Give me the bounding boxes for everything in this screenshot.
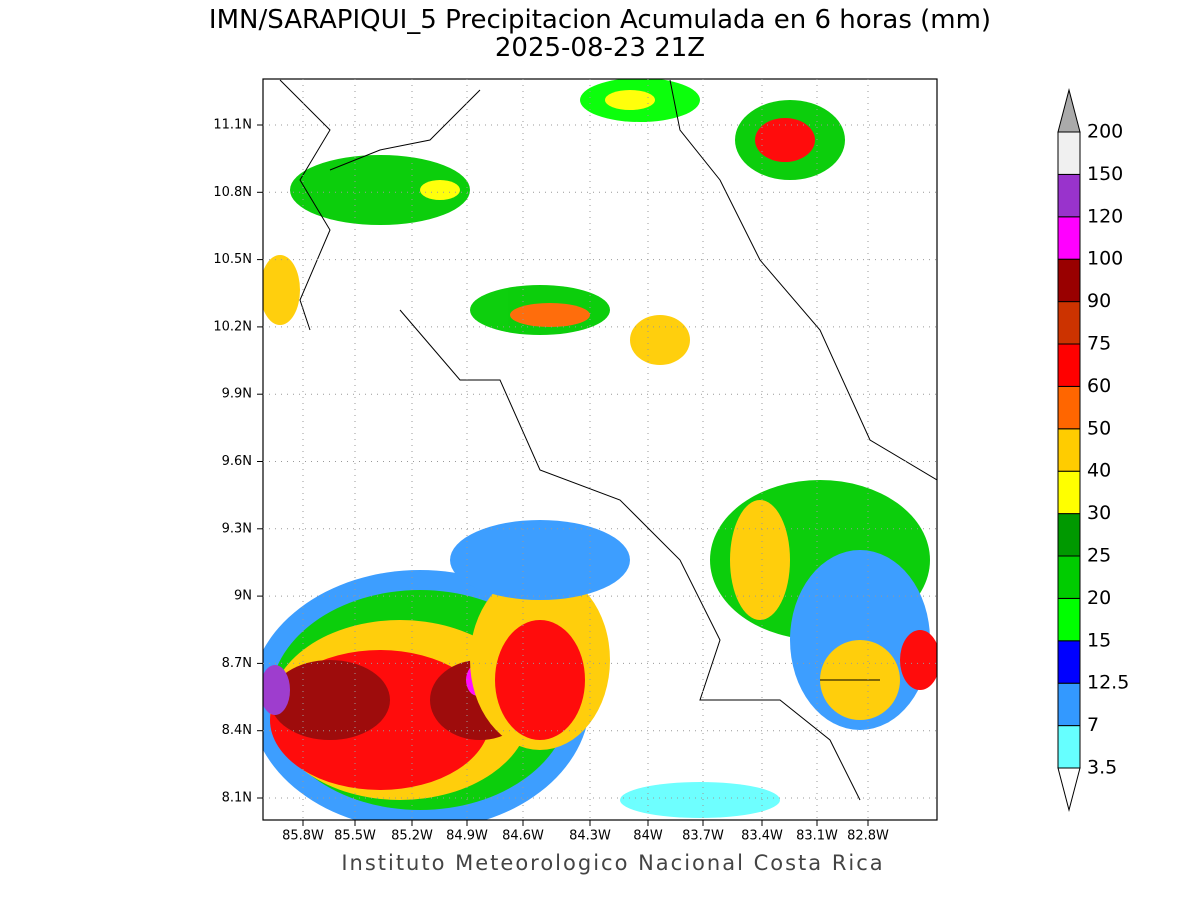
colorbar-box xyxy=(1057,555,1081,599)
colorbar-label: 75 xyxy=(1087,333,1111,355)
lon-label: 84.6W xyxy=(502,829,544,844)
colorbar-label: 60 xyxy=(1087,375,1111,397)
colorbar-label: 120 xyxy=(1087,205,1123,227)
lat-label: 9.3N xyxy=(222,521,252,536)
colorbar-label: 200 xyxy=(1087,121,1123,143)
colorbar-label: 3.5 xyxy=(1087,757,1117,779)
colorbar-box xyxy=(1057,216,1081,260)
colorbar-label: 12.5 xyxy=(1087,672,1129,694)
colorbar-label: 50 xyxy=(1087,417,1111,439)
colorbar-label: 15 xyxy=(1087,629,1111,651)
colorbar-label: 30 xyxy=(1087,502,1111,524)
colorbar-over xyxy=(1057,88,1081,133)
lat-label: 10.2N xyxy=(213,319,252,334)
colorbar-label: 100 xyxy=(1087,248,1123,270)
colorbar-box xyxy=(1057,597,1081,642)
lon-label: 85.8W xyxy=(282,829,324,844)
precip-field xyxy=(263,79,937,820)
lat-label: 9.9N xyxy=(222,387,252,402)
map-frame xyxy=(262,78,938,821)
lon-label: 84.9W xyxy=(446,829,488,844)
colorbar-label: 20 xyxy=(1087,587,1111,609)
colorbar-box xyxy=(1057,725,1081,769)
lon-label: 85.2W xyxy=(391,829,433,844)
colorbar-box xyxy=(1057,343,1081,387)
colorbar-box xyxy=(1057,301,1081,345)
lat-label: 8.7N xyxy=(222,656,252,671)
lon-label: 84.3W xyxy=(569,829,611,844)
lon-label: 85.5W xyxy=(334,829,376,844)
colorbar-box xyxy=(1057,470,1081,515)
lon-label: 82.8W xyxy=(847,829,889,844)
lat-label: 11.1N xyxy=(213,118,252,133)
colorbar-box xyxy=(1057,173,1081,218)
lon-label: 83.4W xyxy=(741,829,783,844)
colorbar-box xyxy=(1057,640,1081,684)
colorbar-under xyxy=(1057,767,1081,812)
footer: Instituto Meteorologico Nacional Costa R… xyxy=(341,851,884,875)
colorbar-box xyxy=(1057,258,1081,303)
colorbar-label: 90 xyxy=(1087,290,1111,312)
lat-label: 9N xyxy=(234,589,252,604)
lon-label: 84W xyxy=(633,829,663,844)
title: IMN/SARAPIQUI_5 Precipitacion Acumulada … xyxy=(209,5,991,35)
colorbar-label: 25 xyxy=(1087,545,1111,567)
lat-label: 8.1N xyxy=(222,791,252,806)
colorbar-box xyxy=(1057,682,1081,727)
subtitle: 2025-08-23 21Z xyxy=(495,33,705,63)
lat-label: 10.8N xyxy=(213,185,252,200)
colorbar-label: 150 xyxy=(1087,163,1123,185)
lat-label: 10.5N xyxy=(213,252,252,267)
lon-label: 83.7W xyxy=(682,829,724,844)
colorbar-label: 40 xyxy=(1087,460,1111,482)
colorbar-box xyxy=(1057,385,1081,430)
colorbar-label: 7 xyxy=(1087,714,1099,736)
lat-label: 8.4N xyxy=(222,723,252,738)
colorbar-box xyxy=(1057,513,1081,557)
lat-label: 9.6N xyxy=(222,454,252,469)
colorbar-box xyxy=(1057,131,1081,175)
colorbar-box xyxy=(1057,428,1081,472)
lon-label: 83.1W xyxy=(796,829,838,844)
